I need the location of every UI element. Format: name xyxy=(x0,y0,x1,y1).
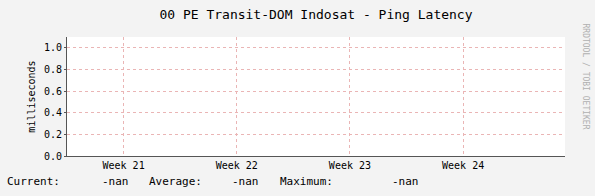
svg-text:0.8: 0.8 xyxy=(44,64,62,75)
svg-text:milliseconds: milliseconds xyxy=(26,60,37,132)
svg-text:Week 23: Week 23 xyxy=(329,160,371,171)
svg-text:00 PE Transit-DOM Indosat - Pi: 00 PE Transit-DOM Indosat - Ping Latency xyxy=(159,7,472,22)
svg-text:Current:: Current: xyxy=(7,175,60,188)
svg-text:0.4: 0.4 xyxy=(44,107,62,118)
svg-text:-nan: -nan xyxy=(102,175,129,188)
svg-text:0.2: 0.2 xyxy=(44,129,62,140)
svg-text:0.6: 0.6 xyxy=(44,86,62,97)
svg-text:1.0: 1.0 xyxy=(44,42,62,53)
svg-text:Week 24: Week 24 xyxy=(442,160,484,171)
svg-text:Week 22: Week 22 xyxy=(216,160,258,171)
svg-text:RRDTOOL / TOBI OETIKER: RRDTOOL / TOBI OETIKER xyxy=(581,24,590,130)
svg-text:-nan: -nan xyxy=(232,175,259,188)
svg-text:Maximum:: Maximum: xyxy=(280,175,333,188)
svg-text:-nan: -nan xyxy=(392,175,419,188)
svg-text:Average:: Average: xyxy=(149,175,202,188)
svg-text:0.0: 0.0 xyxy=(44,151,62,162)
svg-text:Week 21: Week 21 xyxy=(103,160,145,171)
